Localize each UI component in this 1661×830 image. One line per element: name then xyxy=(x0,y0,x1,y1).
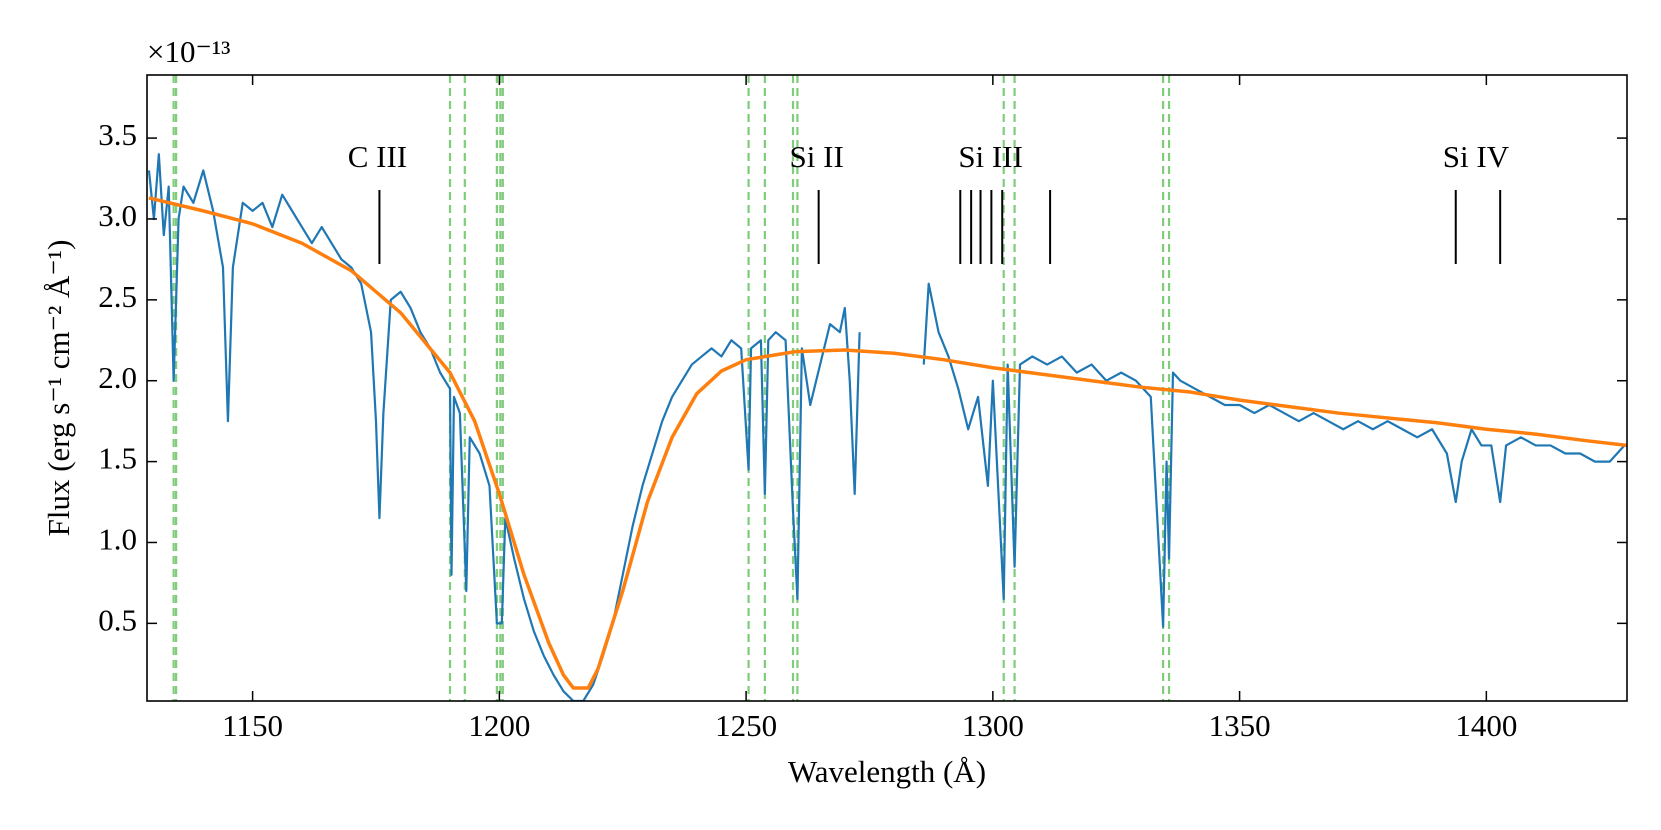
y-tick-label: 1.5 xyxy=(98,441,137,476)
x-tick-label: 1200 xyxy=(468,708,530,743)
y-tick-label: 2.0 xyxy=(98,360,137,395)
y-offset-label: ×10⁻¹³ xyxy=(147,34,230,69)
plot-area xyxy=(147,75,1627,701)
line-id-label: Si IV xyxy=(1443,139,1510,174)
x-tick-label: 1150 xyxy=(222,708,283,743)
x-tick-label: 1250 xyxy=(715,708,777,743)
x-tick-label: 1300 xyxy=(962,708,1024,743)
plot-frame xyxy=(146,74,1628,702)
line-id-label: C III xyxy=(348,139,407,174)
series-line xyxy=(147,153,1626,701)
y-tick-label: 3.0 xyxy=(98,198,137,233)
x-tick-label: 1400 xyxy=(1455,708,1517,743)
x-axis-label: Wavelength (Å) xyxy=(788,754,986,789)
y-tick-label: 3.5 xyxy=(98,117,137,152)
line-id-label: Si II xyxy=(790,139,844,174)
y-tick-label: 0.5 xyxy=(98,602,137,637)
y-tick-label: 1.0 xyxy=(98,522,137,557)
series-line xyxy=(148,196,1627,690)
y-axis-label: Flux (erg s⁻¹ cm⁻² Å⁻¹) xyxy=(41,240,76,537)
y-tick-label: 2.5 xyxy=(98,279,137,314)
x-tick-label: 1350 xyxy=(1209,708,1271,743)
line-id-label: Si III xyxy=(958,139,1023,174)
